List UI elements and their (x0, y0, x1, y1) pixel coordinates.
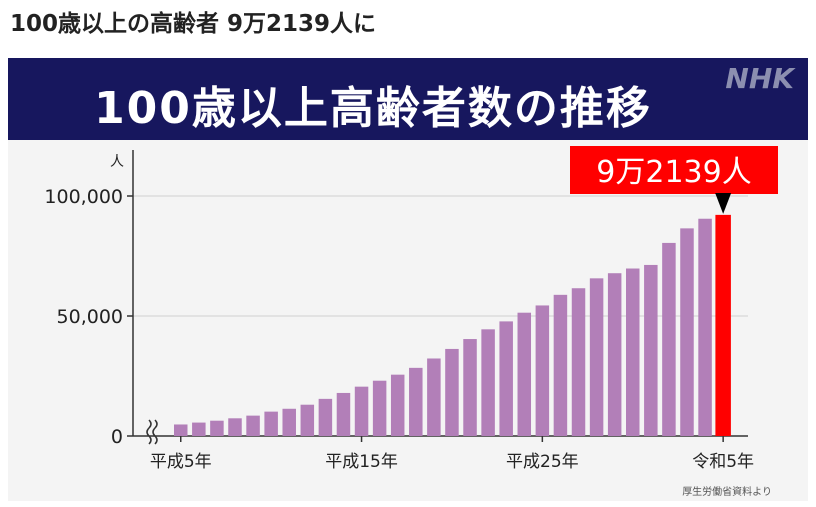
y-tick-label: 50,000 (57, 306, 123, 328)
bar (210, 420, 224, 436)
bar (427, 358, 441, 436)
axis-break-mark (146, 419, 158, 445)
bar (607, 273, 622, 436)
x-tick-label: 平成5年 (150, 452, 212, 472)
chart-banner: 100歳以上高齢者数の推移 NHK (8, 58, 808, 140)
x-tick-label: 令和5年 (692, 452, 754, 472)
nhk-logo: NHK (725, 62, 794, 95)
chart-title: 100歳以上高齢者数の推移 (94, 83, 652, 134)
bar (264, 411, 278, 436)
y-tick-label: 0 (111, 426, 123, 448)
bar (246, 415, 260, 436)
callout-box (570, 146, 778, 194)
bar (228, 418, 242, 436)
bar (535, 305, 550, 436)
bar (463, 339, 477, 436)
callout-label: 9万2139人 (596, 155, 751, 190)
bar (499, 321, 513, 436)
bar (553, 294, 568, 436)
bar (680, 228, 694, 436)
bar (354, 386, 369, 436)
bar (589, 278, 604, 436)
bar (517, 312, 532, 436)
bar (192, 422, 206, 436)
bar (390, 374, 405, 436)
headline: 100歳以上の高齢者 9万2139人に (10, 11, 377, 37)
bar (481, 329, 495, 436)
source-note: 厚生労働省資料より (682, 487, 772, 498)
bar (409, 367, 423, 436)
bar (644, 264, 658, 436)
bar (318, 398, 333, 436)
x-tick-label: 平成15年 (325, 452, 398, 472)
bar (372, 380, 387, 436)
bar (698, 218, 712, 436)
x-tick-label: 平成25年 (506, 452, 579, 472)
chart-card: 100歳以上高齢者数の推移 NHK 0 50,000 100,000 人平成5年 平成1… (8, 58, 808, 501)
y-tick-label: 100,000 (44, 186, 123, 208)
bar (282, 408, 296, 436)
y-axis-label: 人 (110, 154, 124, 170)
bar (662, 242, 676, 436)
bar (336, 392, 351, 436)
bar-highlight (715, 214, 731, 436)
bar (445, 348, 459, 436)
bar (300, 404, 315, 436)
bar (174, 424, 188, 436)
bar (571, 288, 586, 436)
bar (626, 268, 640, 436)
callout-pointer (715, 193, 732, 214)
